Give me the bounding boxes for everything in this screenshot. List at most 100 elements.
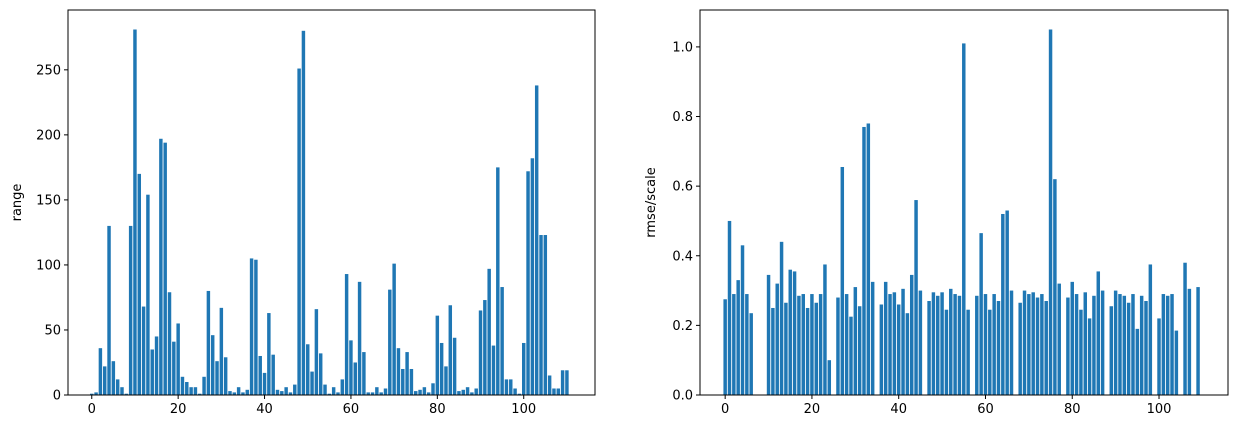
bar [115,379,120,395]
bar [983,294,988,395]
y-tick-label: 0.8 [672,110,693,125]
bar [461,389,465,395]
bar [189,387,193,395]
bar [370,392,375,395]
bar [198,393,202,395]
bar [102,366,107,395]
bar [431,383,435,395]
bar [478,310,483,395]
bar [193,387,198,395]
bar [771,307,775,395]
bar [271,354,275,395]
y-tick-label: 0.2 [672,319,693,334]
bar [766,274,771,395]
bar [504,379,509,395]
bar [262,372,267,395]
x-tick-label: 20 [170,402,187,417]
bar [452,337,457,395]
bar [137,173,142,395]
bar [1126,302,1131,395]
bar [1083,292,1087,395]
bar [487,268,491,395]
x-tick-label: 20 [804,402,821,417]
bar [797,295,801,395]
bar [448,305,453,395]
bar [366,392,370,395]
bar [185,381,189,395]
bar [491,345,496,395]
bar [232,392,237,395]
x-tick-label: 0 [721,402,729,417]
bar [918,290,923,395]
bar [862,126,866,395]
bar [844,294,849,395]
bar [310,371,314,395]
bar [914,200,918,395]
y-tick-label: 100 [36,258,61,273]
bar [1035,297,1040,395]
bar [314,309,319,395]
bar [306,344,310,395]
bar [267,313,271,395]
axes-frame [67,9,596,396]
bar [936,295,940,395]
bar [470,392,474,395]
x-tick-label: 60 [343,402,360,417]
bar [740,245,745,395]
bar [940,292,944,395]
bar [340,379,345,395]
bar [414,391,418,395]
bar [90,393,94,395]
bar [435,315,440,395]
bar [870,281,875,395]
bar [120,387,124,395]
bar [344,274,349,395]
bar [966,309,970,395]
bar [1170,294,1174,395]
bar [979,233,983,395]
bar [349,340,353,395]
bar [258,355,262,395]
bar [141,306,146,395]
bar [1135,328,1140,395]
bar [146,194,150,395]
bar [396,348,401,395]
bar [962,43,966,395]
bar [1001,213,1005,395]
bar [500,287,504,395]
bar [236,387,241,395]
bar [801,294,805,395]
bar [1113,290,1118,395]
y-tick-label: 0.4 [672,249,693,264]
bar [1022,290,1027,395]
bar [784,302,788,395]
bar [1070,281,1074,395]
bar [219,307,224,395]
x-tick-label: 40 [256,402,273,417]
bar [1057,283,1061,395]
bar [362,352,366,395]
bar [805,307,810,395]
bar [530,158,535,395]
bar [409,368,414,395]
bar [94,392,98,395]
bar [107,225,111,395]
y-tick-label: 50 [44,323,61,338]
bar [745,294,749,395]
bar [517,393,522,395]
bar [1174,330,1179,395]
bar [953,294,957,395]
bar [293,384,297,395]
bar [331,387,336,395]
bar [944,309,949,395]
y-tick-label: 0.0 [672,389,693,404]
bar [552,388,556,395]
bar [1196,287,1200,395]
bar [565,370,569,395]
bar [1053,179,1057,395]
bar [133,29,137,396]
bar [521,342,526,395]
bar [840,166,845,395]
bar [1044,301,1048,395]
axes-frame [699,9,1229,396]
